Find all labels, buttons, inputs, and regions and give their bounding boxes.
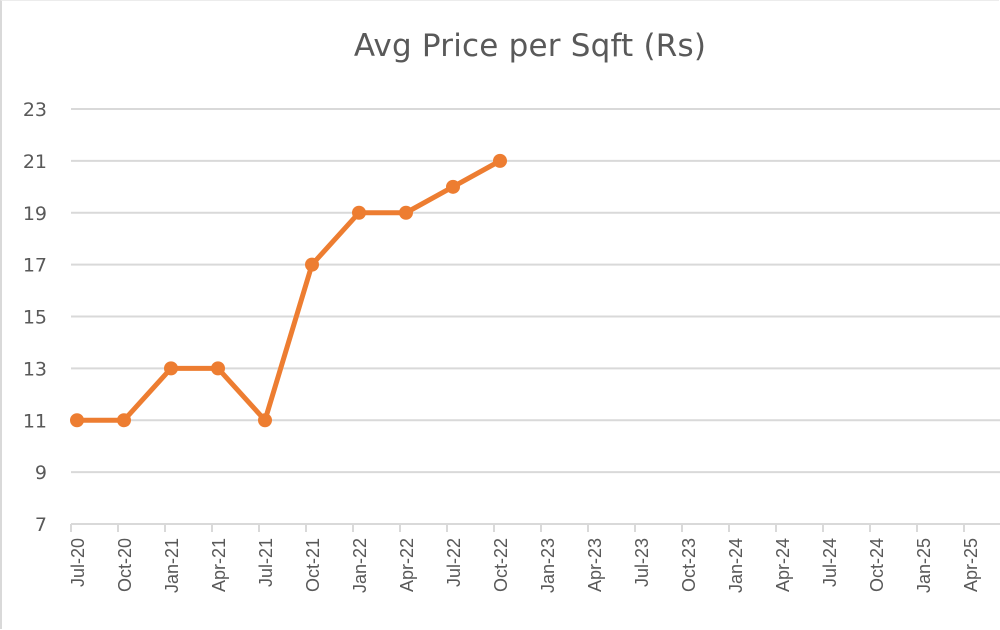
y-tick-label: 19 [23,203,47,225]
data-point-marker [70,413,84,428]
x-tick-label: Jan-21 [162,538,182,593]
y-tick-label: 23 [23,99,47,121]
x-tick-label: Oct-24 [867,538,887,592]
x-axis: Jul-20 Oct-20 Jan-21 Apr-21 Jul-21 Oct-21 Jan-… [68,524,981,593]
y-tick-label: 15 [23,307,47,329]
chart-title: Avg Price per Sqft (Rs) [353,28,707,64]
x-tick-label: Jul-24 [820,538,840,587]
data-series [70,153,507,428]
x-tick-label: Jul-20 [68,538,88,587]
data-point-marker [352,205,366,220]
y-axis: 7 9 11 13 15 17 19 21 23 [23,99,47,536]
data-point-marker [117,413,131,428]
x-tick-label: Oct-23 [679,538,699,592]
y-tick-label: 21 [23,151,47,173]
x-tick-label: Apr-25 [961,538,981,592]
x-tick-label: Jul-22 [444,538,464,587]
x-tick-label: Jul-21 [256,538,276,587]
x-tick-label: Jan-24 [726,538,746,593]
x-tick-label: Apr-24 [773,538,793,592]
x-tick-label: Apr-23 [585,538,605,592]
data-point-marker [211,361,225,376]
data-point-marker [164,361,178,376]
x-tick-label: Jan-22 [350,538,370,593]
series-line [74,158,503,423]
gridlines [71,108,1000,525]
data-point-marker [399,205,413,220]
x-tick-label: Oct-20 [115,538,135,592]
data-point-marker [446,179,460,194]
y-tick-label: 13 [23,358,47,380]
y-tick-label: 9 [35,462,47,484]
data-point-marker [493,153,507,168]
x-tick-label: Oct-22 [491,538,511,592]
y-tick-label: 11 [23,410,47,432]
x-tick-label: Jan-23 [538,538,558,593]
data-point-marker [305,257,319,272]
data-point-marker [258,413,272,428]
y-tick-label: 17 [23,255,47,277]
y-tick-label: 7 [35,514,47,536]
x-tick-label: Oct-21 [303,538,323,592]
x-tick-label: Jul-23 [632,538,652,587]
x-tick-label: Jan-25 [914,538,934,593]
x-tick-label: Apr-22 [397,538,417,592]
x-tick-label: Apr-21 [209,538,229,592]
